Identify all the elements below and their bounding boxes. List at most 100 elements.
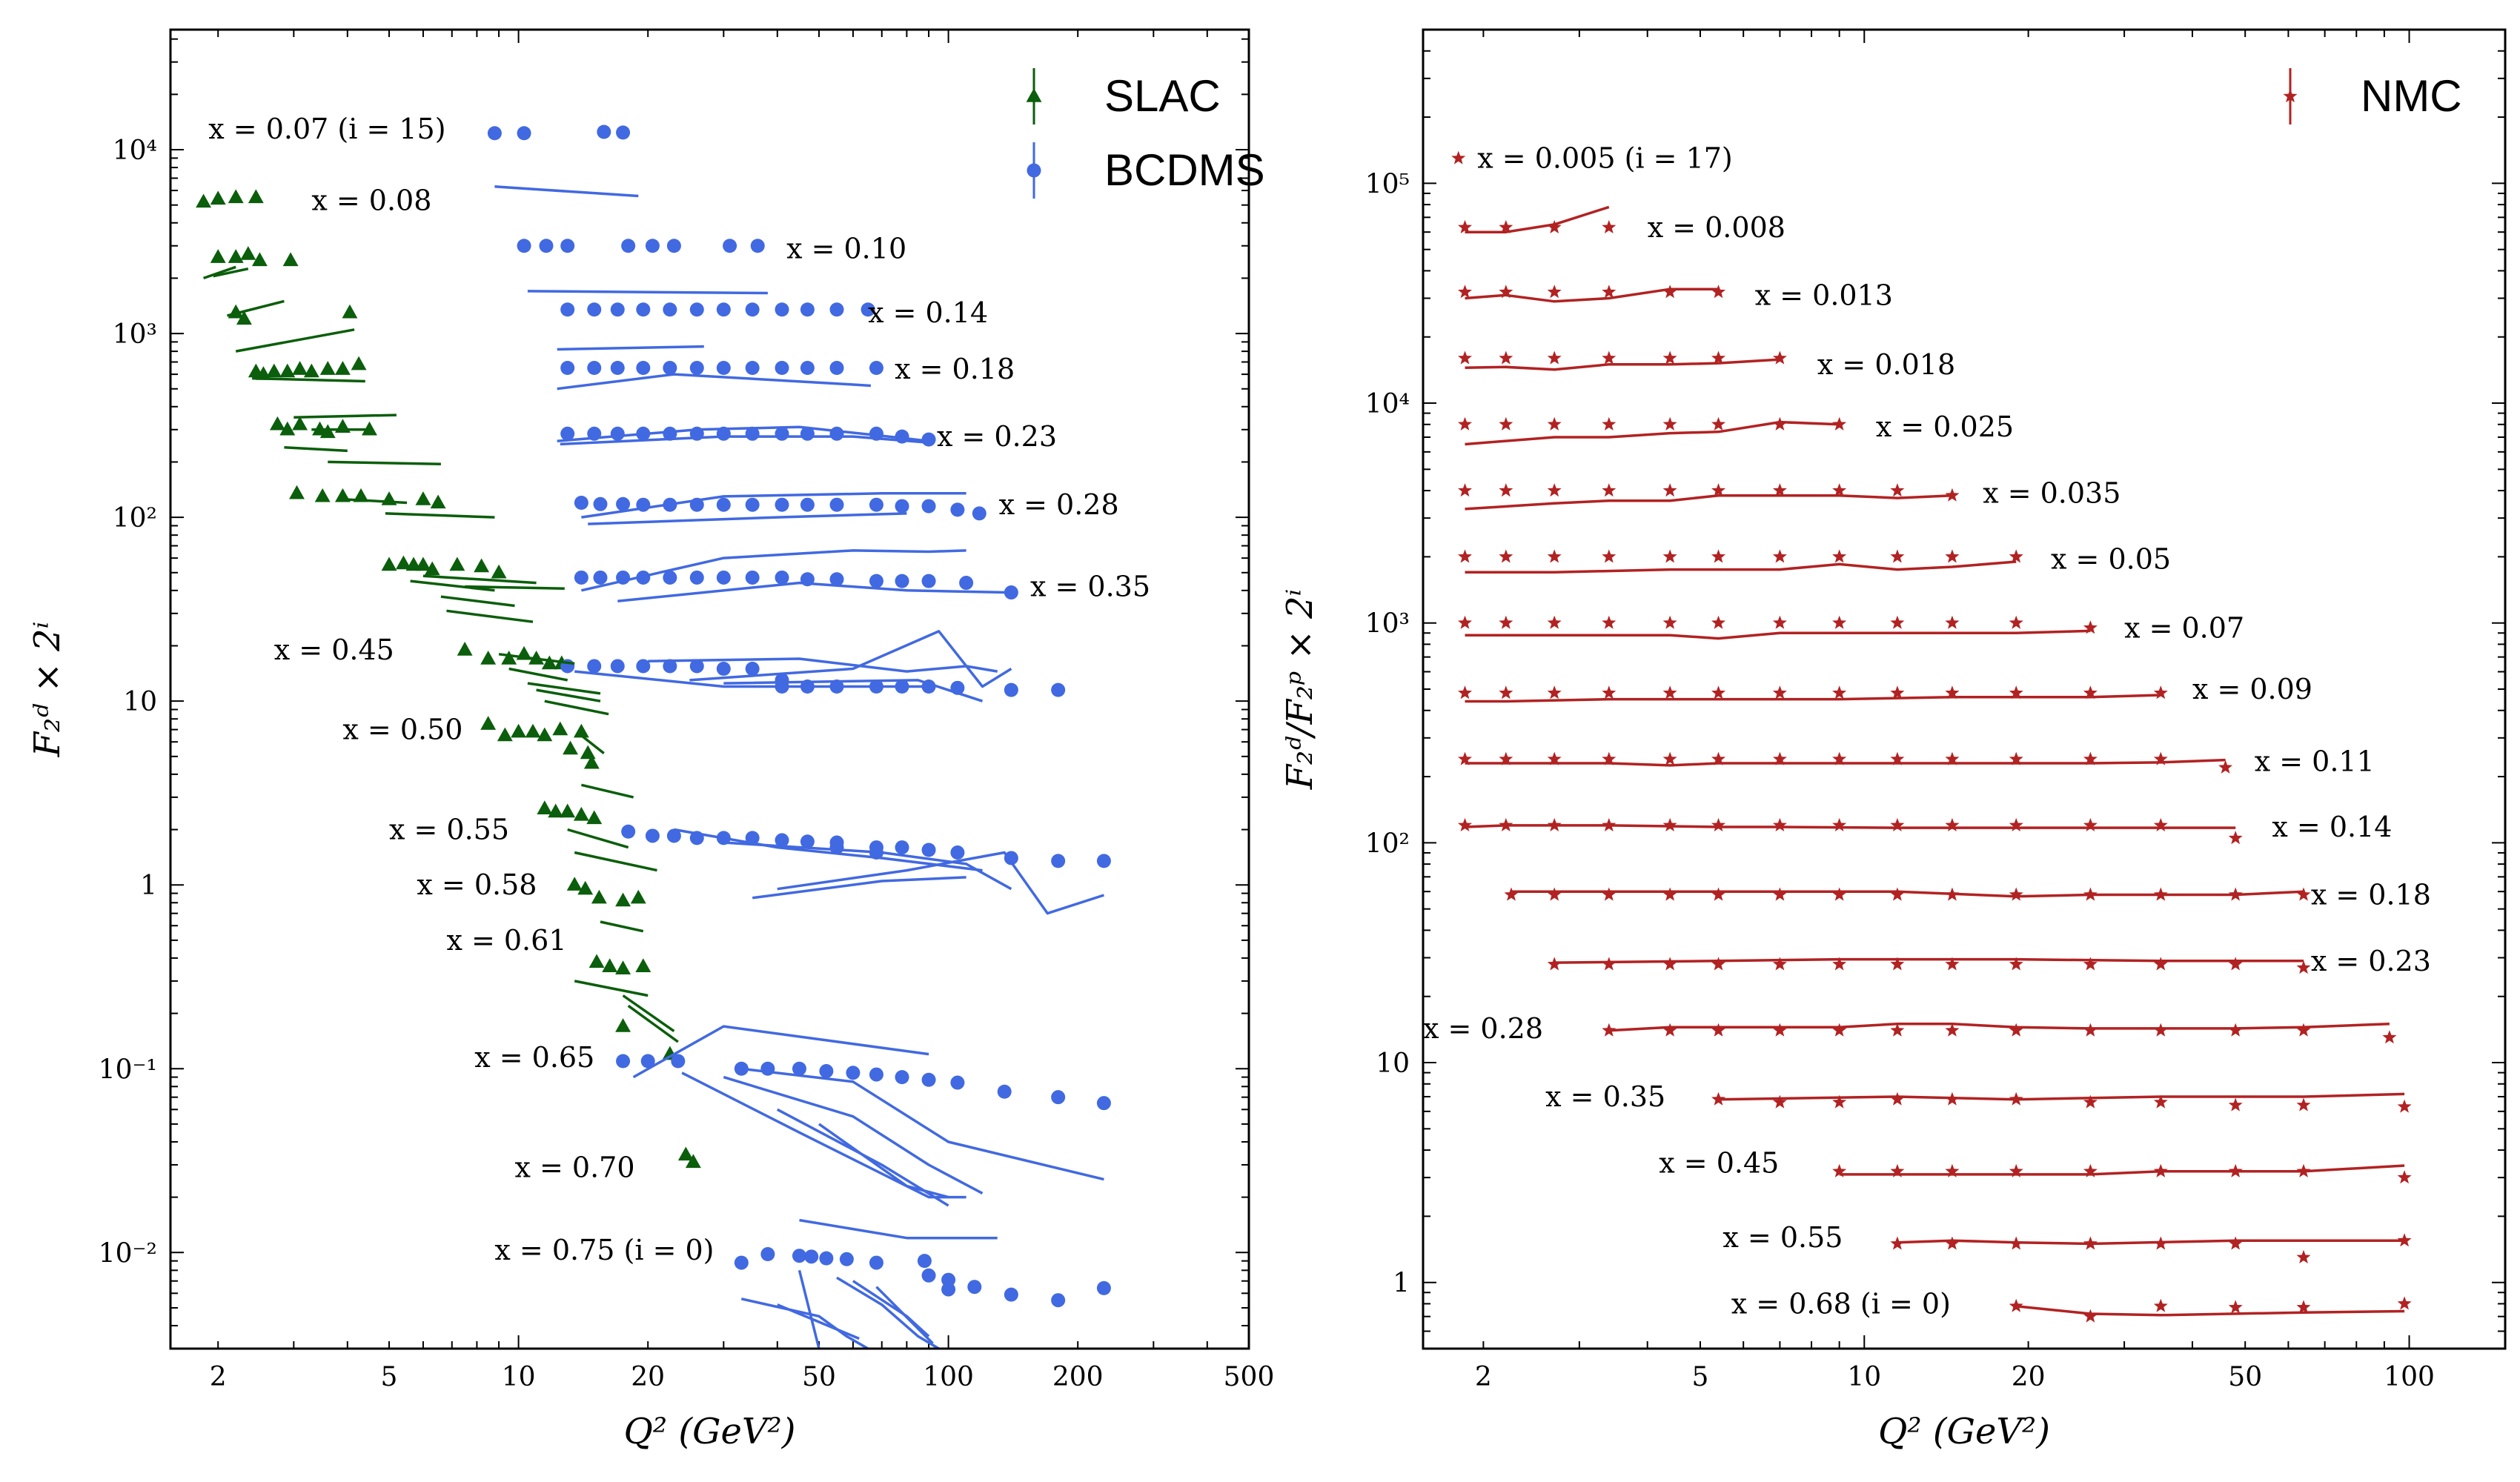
nmc-point (1890, 1091, 1905, 1106)
right-panel-deuteron-proton-ratio: 2 5 10 20 50 100 1 10 10² 10³ 10⁴ 10⁵ Q² (GeV²) F₂ᵈ/F… (1279, 28, 2507, 1452)
nmc-point (1458, 219, 1472, 233)
nmc-point (2296, 1023, 2311, 1037)
bin-label: x = 0.07 (2124, 611, 2244, 644)
bin-label: x = 0.23 (2311, 945, 2431, 977)
theory-curve (580, 783, 634, 799)
slac-point (537, 800, 553, 814)
slac-point (480, 716, 497, 730)
theory-curve (567, 828, 629, 849)
theory-curve (617, 581, 1012, 602)
theory-curve (581, 549, 966, 592)
nmc-point (2228, 831, 2243, 845)
bcdms-point (921, 843, 936, 857)
theory-curve (627, 1004, 679, 1043)
bcdms-point (775, 833, 789, 848)
bcdms-point (487, 126, 502, 141)
theory-curve (777, 851, 1104, 915)
bcdms-point (745, 302, 760, 317)
slac-point (269, 416, 285, 431)
left-panel-deuteron-f2: 2 5 10 20 50 100 200 500 10⁻² 10⁻¹ 1 10 10² 10³ 10⁴ Q² … (27, 28, 1274, 1452)
nmc-point (1547, 285, 1562, 299)
slac-point (319, 424, 336, 439)
slac-point (292, 416, 308, 431)
slac-point (228, 189, 244, 204)
nmc-point (1772, 685, 1787, 700)
theory-curve (574, 980, 649, 997)
bcdms-point (1051, 682, 1066, 697)
bcdms-point (829, 302, 844, 317)
nmc-point (1711, 957, 1726, 971)
nmc-point (1711, 350, 1726, 365)
theory-curve (723, 1075, 984, 1194)
bcdms-point (517, 126, 531, 141)
bcdms-point (792, 1249, 806, 1263)
bcdms-point (640, 1054, 655, 1069)
slac-point (602, 958, 618, 972)
nmc-point (1547, 615, 1562, 629)
nmc-point (1499, 219, 1513, 233)
bcdms-point (839, 1252, 854, 1266)
y-tick-label: 10³ (113, 319, 157, 350)
nmc-point (2153, 1094, 2168, 1109)
theory-curve (632, 1025, 929, 1079)
bcdms-point (750, 239, 765, 253)
bcdms-point (1004, 682, 1018, 697)
theory-curve (527, 290, 768, 295)
slac-point (491, 564, 507, 579)
y-axis-label: F₂ᵈ × 2ⁱ (27, 622, 68, 758)
y-tick-label: 10 (123, 687, 157, 717)
nmc-point (1602, 483, 1617, 497)
bcdms-point (574, 495, 588, 510)
slac-point (630, 889, 646, 904)
bin-label: x = 0.013 (1755, 279, 1893, 311)
bin-label: x = 0.05 (2051, 543, 2171, 576)
bcdms-point (800, 360, 815, 375)
bcdms-point (921, 574, 936, 588)
slac-point (424, 561, 440, 576)
bin-label: x = 0.23 (937, 420, 1057, 453)
slac-point (563, 740, 578, 755)
bcdms-point (819, 1251, 834, 1266)
bcdms-point (819, 1064, 834, 1079)
bcdms-point (921, 1072, 936, 1087)
nmc-point (1602, 887, 1617, 901)
nmc-point (1602, 416, 1617, 431)
bcdms-point (663, 426, 677, 441)
bcdms-point (636, 302, 651, 317)
minor-ticks (1423, 29, 2505, 1349)
nmc-point (2153, 817, 2168, 831)
bcdms-point (1051, 1090, 1066, 1105)
bcdms-point (917, 1254, 932, 1269)
nmc-point (2153, 685, 2168, 700)
slac-point (228, 249, 244, 263)
bcdms-point (593, 570, 608, 585)
theory-curve (2016, 1304, 2405, 1317)
bcdms-point (689, 360, 704, 375)
nmc-point (1504, 887, 1519, 901)
axes-frame (1422, 28, 2507, 1350)
bin-label: x = 0.008 (1648, 211, 1785, 244)
nmc-point (2296, 887, 2311, 901)
nmc-point (1662, 350, 1677, 365)
y-axis-label: F₂ᵈ/F₂ᵖ × 2ⁱ (1279, 589, 1321, 791)
bcdms-point (610, 360, 625, 375)
theory-curve (689, 630, 1012, 688)
nmc-point (1945, 549, 1960, 563)
bcdms-point (663, 570, 677, 585)
bcdms-point (846, 1066, 861, 1080)
nmc-point (2083, 620, 2098, 634)
theory-curve (227, 299, 285, 317)
y-tick-label: 10⁴ (113, 136, 157, 166)
nmc-point (1458, 416, 1472, 431)
nmc-point (1772, 615, 1787, 629)
nmc-point (1547, 350, 1562, 365)
theory-curve (574, 851, 657, 872)
theory-curve (465, 585, 565, 590)
slac-point (289, 485, 305, 499)
nmc-point (2296, 1300, 2311, 1314)
theory-curve (1465, 560, 2017, 574)
theory-curve (777, 1303, 860, 1340)
theory-curve (1839, 1164, 2405, 1176)
nmc-point (1458, 817, 1472, 831)
nmc-point (1890, 685, 1905, 700)
